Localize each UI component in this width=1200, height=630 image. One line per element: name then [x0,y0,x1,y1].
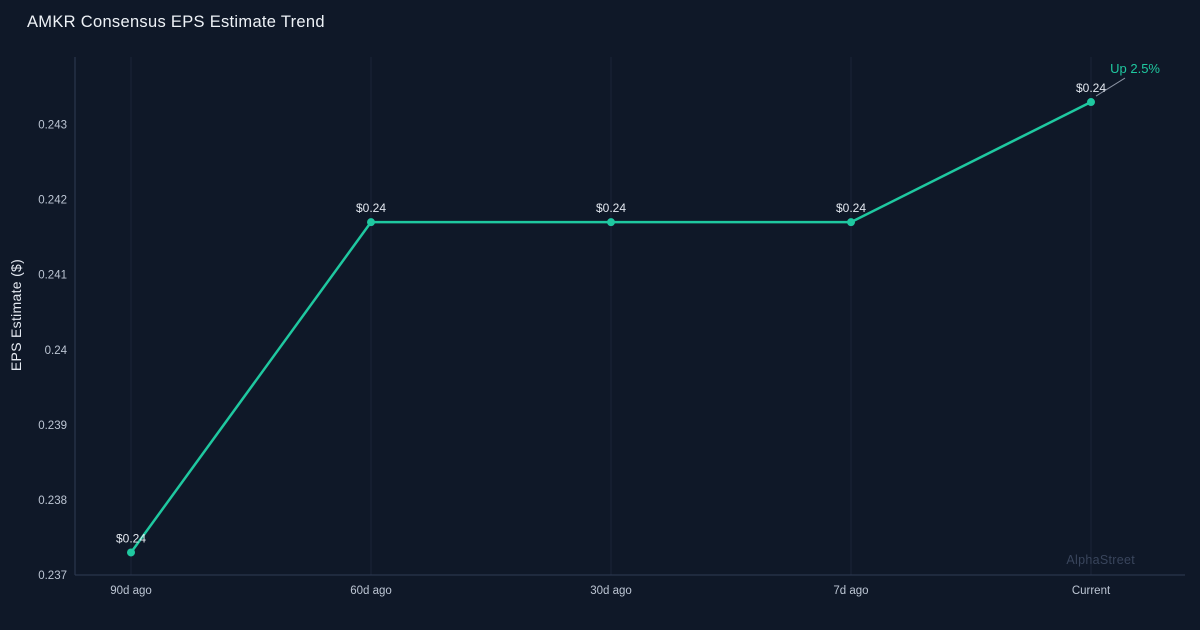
y-tick-label: 0.242 [38,195,67,207]
data-point-marker [1087,98,1095,107]
data-point-marker [607,218,615,227]
y-tick-label: 0.237 [38,570,67,582]
x-tick-label: 60d ago [350,585,392,597]
y-tick-label: 0.238 [38,495,67,507]
data-point-label: $0.24 [1076,81,1106,95]
data-point-label: $0.24 [116,531,146,545]
watermark: AlphaStreet [1066,553,1135,567]
y-tick-label: 0.239 [38,420,67,432]
x-tick-label: 30d ago [590,585,632,597]
data-point-label: $0.24 [596,201,626,215]
data-point-label: $0.24 [836,201,866,215]
chart-title: AMKR Consensus EPS Estimate Trend [27,13,325,31]
data-point-label: $0.24 [356,201,386,215]
data-point-marker [127,548,135,557]
x-tick-label: 7d ago [833,585,868,597]
y-tick-label: 0.241 [38,270,67,282]
y-tick-label: 0.243 [38,120,67,132]
y-tick-label: 0.24 [45,345,68,357]
x-tick-label: 90d ago [110,585,152,597]
data-point-marker [367,218,375,227]
annotation-connector [1095,77,1126,97]
trend-annotation: Up 2.5% [1110,61,1160,76]
y-axis-title: EPS Estimate ($) [8,258,24,372]
data-point-marker [847,218,855,227]
x-tick-label: Current [1072,585,1111,597]
